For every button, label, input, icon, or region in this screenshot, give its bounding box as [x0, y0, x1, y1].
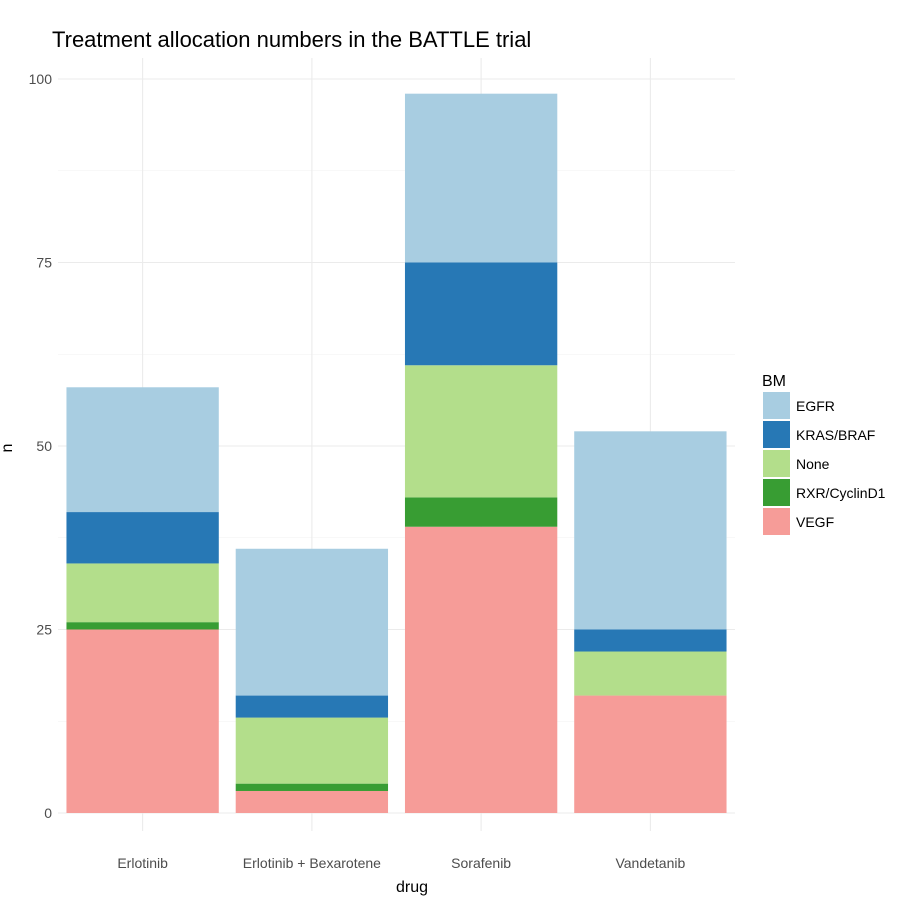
legend-label: RXR/CyclinD1	[796, 485, 886, 501]
y-tick-label: 75	[36, 255, 52, 271]
legend-swatch	[763, 508, 790, 535]
bar-segment	[404, 262, 558, 366]
x-axis-title: drug	[396, 879, 428, 896]
bar-segment	[404, 365, 558, 498]
bar-segment	[235, 783, 389, 791]
bars	[66, 93, 727, 813]
bar-segment	[235, 548, 389, 696]
x-tick-label: Erlotinib + Bexarotene	[243, 855, 381, 871]
bar-segment	[235, 790, 389, 813]
bar-segment	[574, 629, 727, 652]
bar-segment	[66, 629, 219, 813]
bar-segment	[66, 387, 219, 513]
x-tick-label: Sorafenib	[451, 855, 511, 871]
bar-segment	[66, 622, 219, 630]
legend-swatch	[763, 392, 790, 419]
x-tick-label: Vandetanib	[615, 855, 685, 871]
x-tick-labels: Erlotinib Erlotinib + Bexarotene Sorafenib…	[117, 855, 685, 871]
y-tick-label: 100	[29, 71, 53, 87]
bar-segment	[66, 512, 219, 564]
legend: BM EGFR KRAS/BRAF None RXR/CyclinD1 VEGF	[762, 373, 886, 535]
y-tick-label: 50	[36, 438, 52, 454]
legend-label: None	[796, 456, 830, 472]
y-axis-title: n	[0, 444, 16, 453]
x-tick-label: Erlotinib	[117, 855, 168, 871]
chart-title: Treatment allocation numbers in the BATT…	[52, 27, 531, 52]
bar-segment	[404, 497, 558, 527]
bar-segment	[235, 717, 389, 784]
y-tick-label: 0	[44, 805, 52, 821]
bar-segment	[66, 563, 219, 623]
legend-swatch	[763, 479, 790, 506]
bar-segment	[404, 526, 558, 813]
bar-segment	[404, 93, 558, 263]
y-tick-label: 25	[36, 622, 52, 638]
legend-label: EGFR	[796, 398, 835, 414]
bar-segment	[574, 695, 727, 813]
bar-segment	[574, 431, 727, 630]
legend-swatch	[763, 450, 790, 477]
legend-label: KRAS/BRAF	[796, 427, 875, 443]
bar-segment	[235, 695, 389, 718]
legend-label: VEGF	[796, 514, 834, 530]
y-tick-labels: 0 25 50 75 100	[29, 71, 53, 821]
bar-segment	[574, 651, 727, 696]
legend-swatch	[763, 421, 790, 448]
legend-title: BM	[762, 373, 786, 390]
